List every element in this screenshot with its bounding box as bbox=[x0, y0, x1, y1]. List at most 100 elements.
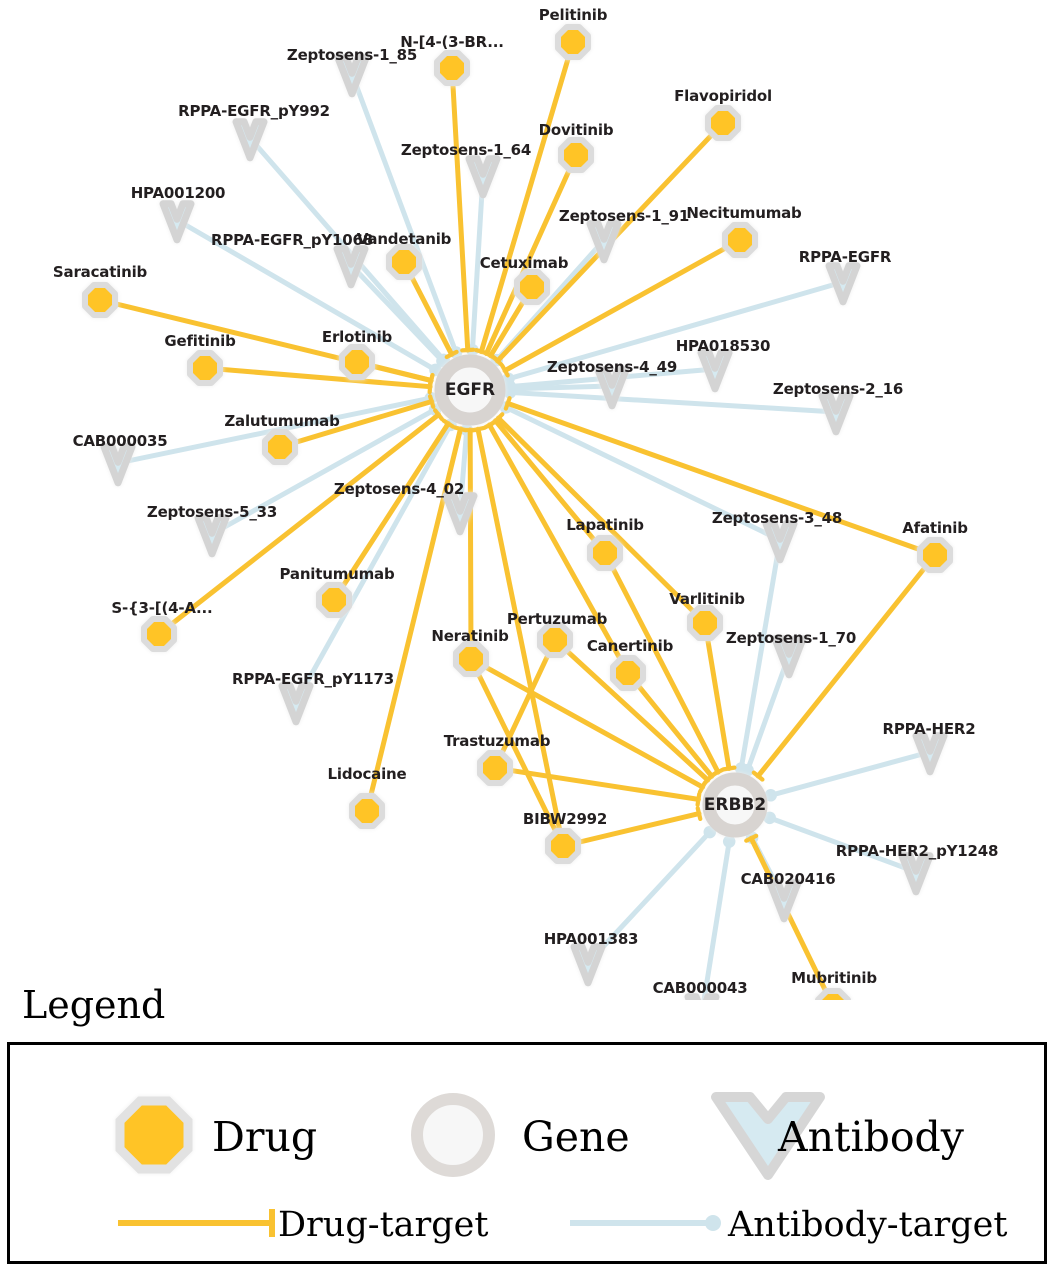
graph-edge bbox=[493, 418, 608, 556]
antibody-vee-icon[interactable] bbox=[818, 392, 854, 436]
drug-octagon-icon[interactable] bbox=[558, 137, 594, 173]
drug-octagon-icon[interactable] bbox=[386, 244, 422, 280]
gene-circle-icon[interactable] bbox=[434, 354, 506, 426]
drug-label: Varlitinib bbox=[669, 590, 745, 608]
antibody-vee-icon[interactable] bbox=[684, 993, 720, 1000]
drug-label: N-[4-(3-BR... bbox=[400, 33, 504, 51]
drug-octagon-icon[interactable] bbox=[141, 616, 177, 652]
edge-endpoint-tee bbox=[744, 833, 759, 843]
antibody-vee-icon[interactable] bbox=[159, 200, 195, 244]
drug-octagon-icon[interactable] bbox=[537, 622, 573, 658]
drug-octagon-icon[interactable] bbox=[722, 222, 758, 258]
antibody-label: Zeptosens-4_02 bbox=[333, 480, 465, 498]
antibody-vee-icon[interactable] bbox=[442, 492, 478, 536]
edge-endpoint-tee bbox=[721, 765, 737, 772]
drug-octagon-icon[interactable] bbox=[705, 105, 741, 141]
drug-label: Dovitinib bbox=[538, 121, 614, 139]
drug-octagon-icon[interactable] bbox=[514, 269, 550, 305]
antibody-vee-icon[interactable] bbox=[825, 262, 861, 306]
antibody-vee-icon[interactable] bbox=[912, 732, 948, 776]
graph-edge bbox=[505, 400, 938, 558]
antibody-vee-icon[interactable] bbox=[334, 54, 370, 98]
legend-panel: Legend Drug bbox=[0, 983, 1059, 1280]
edge-endpoint-tee bbox=[483, 350, 498, 361]
drug-octagon-icon[interactable] bbox=[262, 429, 298, 465]
drug-octagon-icon[interactable] bbox=[82, 282, 118, 318]
drug-label: Lidocaine bbox=[327, 765, 407, 783]
drug-octagon-icon[interactable] bbox=[687, 605, 723, 641]
nodes-layer bbox=[82, 24, 953, 1000]
drug-octagon-icon bbox=[115, 1096, 193, 1174]
antibody-vee-icon[interactable] bbox=[333, 245, 369, 289]
graph-edge bbox=[560, 811, 702, 849]
antibody-vee-icon[interactable] bbox=[766, 879, 802, 923]
legend-label-antibody-target: Antibody-target bbox=[728, 1205, 1008, 1245]
graph-edge bbox=[507, 383, 615, 392]
antibody-vee-icon[interactable] bbox=[898, 852, 934, 896]
drug-octagon-icon[interactable] bbox=[339, 344, 375, 380]
antibody-vee-icon[interactable] bbox=[771, 635, 807, 679]
edge-endpoint-dot bbox=[722, 835, 736, 848]
drug-octagon-icon[interactable] bbox=[610, 655, 646, 691]
antibody-vee-icon[interactable] bbox=[278, 682, 314, 726]
antibody-vee-icon[interactable] bbox=[100, 443, 136, 487]
antibody-vee-icon[interactable] bbox=[232, 118, 268, 162]
graph-edge bbox=[174, 217, 438, 373]
drug-octagon-icon[interactable] bbox=[917, 537, 953, 573]
edge-endpoint-tee bbox=[441, 418, 455, 429]
drug-label: Vandetanib bbox=[356, 230, 452, 248]
antibody-label: CAB000035 bbox=[72, 432, 168, 450]
graph-edge bbox=[475, 426, 566, 849]
antibody-vee-icon[interactable] bbox=[594, 366, 630, 410]
antibody-vee-icon[interactable] bbox=[465, 155, 501, 199]
edge-endpoint-tee bbox=[705, 770, 719, 782]
graph-edge bbox=[495, 415, 708, 626]
edge-endpoint-tee bbox=[503, 396, 512, 411]
drug-octagon-icon[interactable] bbox=[187, 350, 223, 386]
edge-endpoint-dot bbox=[764, 789, 777, 802]
graph-edge bbox=[492, 637, 558, 771]
antibody-vee-icon bbox=[711, 1092, 825, 1180]
antibody-target-edge-icon bbox=[570, 1215, 721, 1231]
antibody-label: CAB020416 bbox=[740, 870, 836, 888]
edge-endpoint-tee bbox=[695, 806, 703, 822]
drug-octagon-icon[interactable] bbox=[477, 750, 513, 786]
edge-endpoint-tee bbox=[460, 347, 476, 353]
graph-edge bbox=[209, 406, 438, 537]
antibody-vee-icon[interactable] bbox=[194, 514, 230, 558]
drug-label: S-{3-[(4-A... bbox=[111, 599, 213, 617]
graph-edge bbox=[505, 279, 846, 382]
antibody-vee-icon[interactable] bbox=[697, 349, 733, 393]
drug-label: Panitumumab bbox=[279, 565, 395, 583]
drug-octagon-icon[interactable] bbox=[545, 828, 581, 864]
graph-edge bbox=[602, 550, 721, 775]
network-graph-canvas[interactable]: Zeptosens-1_85 RPPA-EGFR_pY992 HPA001200 RP… bbox=[0, 0, 1059, 1000]
antibody-label: RPPA-EGFR_pY1173 bbox=[232, 670, 394, 688]
graph-edge bbox=[457, 427, 470, 515]
gene-circle-icon[interactable] bbox=[702, 772, 768, 838]
antibody-label: Zeptosens-2_16 bbox=[772, 380, 904, 398]
drug-octagon-icon[interactable] bbox=[434, 50, 470, 86]
drug-octagon-icon[interactable] bbox=[316, 582, 352, 618]
graph-edge bbox=[767, 815, 919, 875]
antibody-label: Zeptosens-1_91 bbox=[558, 207, 690, 225]
drug-octagon-icon[interactable] bbox=[555, 24, 591, 60]
legend-box: Drug Gene Antibody Drug-target Antibody-… bbox=[7, 1042, 1047, 1264]
antibody-vee-icon[interactable] bbox=[586, 220, 622, 264]
drug-label: Canertinib bbox=[586, 637, 674, 655]
antibody-vee-icon[interactable] bbox=[762, 520, 798, 564]
antibody-label: HPA001383 bbox=[543, 930, 639, 948]
graph-edge bbox=[348, 262, 445, 364]
antibody-label: Zeptosens-1_64 bbox=[400, 141, 532, 159]
drug-octagon-icon[interactable] bbox=[349, 793, 385, 829]
legend-label-antibody: Antibody bbox=[778, 1113, 964, 1161]
legend-label-drug: Drug bbox=[212, 1113, 318, 1161]
drug-octagon-icon[interactable] bbox=[815, 988, 851, 1000]
drug-octagon-icon[interactable] bbox=[453, 641, 489, 677]
antibody-vee-icon[interactable] bbox=[570, 943, 606, 987]
legend-title: Legend bbox=[22, 983, 166, 1027]
graph-edge bbox=[349, 71, 459, 356]
graph-edge bbox=[702, 620, 732, 771]
drug-octagon-icon[interactable] bbox=[587, 535, 623, 571]
drug-label: Necitumumab bbox=[686, 204, 802, 222]
